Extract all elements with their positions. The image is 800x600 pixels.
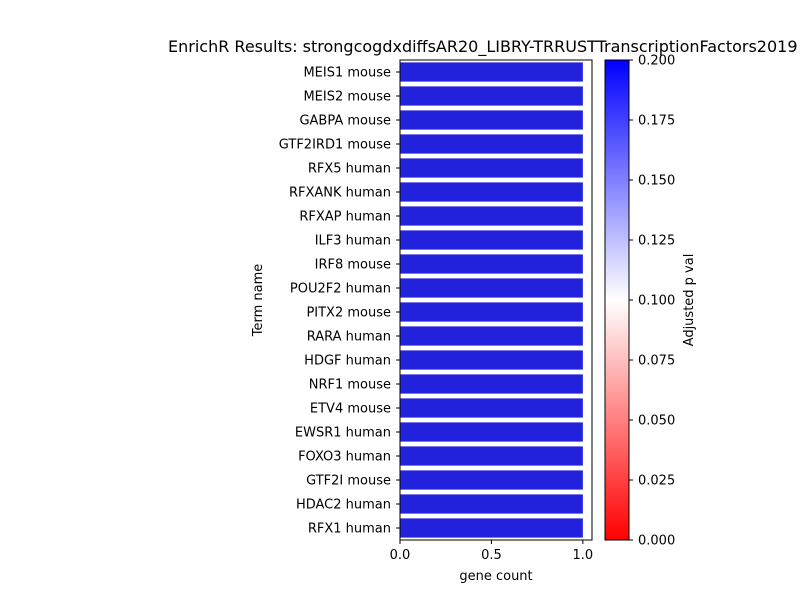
bar [400,494,583,514]
y-tick-label: NRF1 mouse [309,378,391,393]
bar [400,326,583,346]
y-tick-label: PITX2 mouse [306,306,391,321]
bar [400,446,583,466]
colorbar-label: Adjusted p val [682,254,697,347]
y-tick-label: RARA human [307,330,391,345]
bar [400,302,583,322]
bar [400,158,583,178]
colorbar-ticks: 0.000 0.025 0.050 0.075 0.100 0.125 0.150 0.175… [629,54,675,549]
x-tick-label: 0.0 [390,548,411,563]
y-tick-label: RFXAP human [299,210,391,225]
bar [400,110,583,130]
y-tick-label: GABPA mouse [299,114,391,129]
y-tick-label: RFX1 human [308,522,391,537]
y-tick-label: MEIS1 mouse [303,66,391,81]
bar [400,422,583,442]
y-tick-label: GTF2IRD1 mouse [279,138,391,153]
y-tick-label: HDGF human [304,354,391,369]
colorbar-tick-label: 0.025 [638,474,675,489]
bar [400,134,583,154]
y-tick-label: MEIS2 mouse [303,90,391,105]
y-axis-label: Term name [251,264,266,338]
x-tick-label: 0.5 [481,548,502,563]
bar [400,254,583,274]
bar [400,206,583,226]
y-tick-label: POU2F2 human [290,282,391,297]
y-tick-labels: MEIS1 mouse MEIS2 mouse GABPA mouse GTF2IRD… [279,66,400,537]
x-tick-label: 1.0 [573,548,594,563]
colorbar-tick-label: 0.000 [638,534,675,549]
y-tick-label: ILF3 human [315,234,391,249]
bar [400,62,583,82]
y-tick-label: IRF8 mouse [315,258,391,273]
plot-frame [399,59,593,541]
colorbar-tick-label: 0.125 [638,234,675,249]
bar [400,278,583,298]
chart-title: EnrichR Results: strongcogdxdiffsAR20_LI… [168,37,798,57]
bar [400,182,583,202]
y-tick-label: RFX5 human [308,162,391,177]
x-axis-label: gene count [459,569,532,584]
x-ticks: 0.0 0.5 1.0 [390,540,594,563]
bars-group [400,62,583,538]
colorbar-tick-label: 0.175 [638,114,675,129]
y-tick-label: GTF2I mouse [306,474,391,489]
bar [400,518,583,538]
colorbar-tick-label: 0.050 [638,414,675,429]
y-tick-label: EWSR1 human [295,426,391,441]
y-tick-label: HDAC2 human [296,498,391,513]
colorbar-tick-label: 0.200 [638,54,675,69]
colorbar [604,59,630,541]
colorbar-tick-label: 0.150 [638,174,675,189]
y-tick-label: FOXO3 human [298,450,391,465]
bar [400,86,583,106]
bar [400,350,583,370]
bar [400,230,583,250]
colorbar-tick-label: 0.075 [638,354,675,369]
bar [400,398,583,418]
colorbar-tick-label: 0.100 [638,294,675,309]
bar [400,374,583,394]
y-tick-label: RFXANK human [289,186,391,201]
y-tick-label: ETV4 mouse [310,402,391,417]
bar [400,470,583,490]
